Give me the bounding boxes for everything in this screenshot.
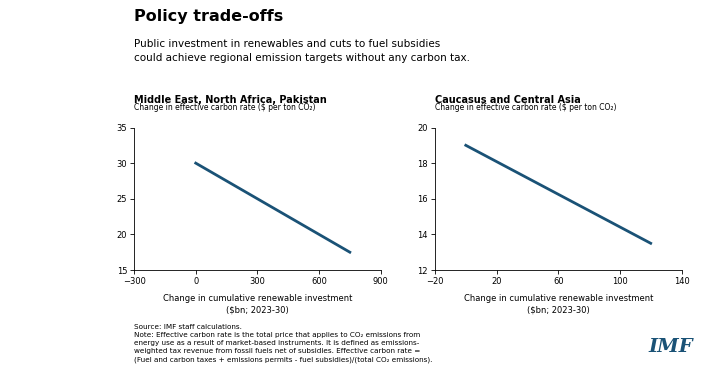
Text: Middle East, North Africa, Pakistan: Middle East, North Africa, Pakistan (134, 95, 327, 105)
Text: Source: IMF staff calculations.
Note: Effective carbon rate is the total price t: Source: IMF staff calculations. Note: Ef… (134, 324, 433, 363)
Text: Policy trade-offs: Policy trade-offs (134, 9, 283, 24)
Text: Change in cumulative renewable investment
($bn; 2023-30): Change in cumulative renewable investmen… (162, 294, 352, 315)
Text: IMF: IMF (648, 338, 693, 356)
Text: Change in cumulative renewable investment
($bn; 2023-30): Change in cumulative renewable investmen… (463, 294, 653, 315)
Text: Caucasus and Central Asia: Caucasus and Central Asia (435, 95, 581, 105)
Text: Change in effective carbon rate ($ per ton CO₂): Change in effective carbon rate ($ per t… (435, 104, 616, 112)
Text: Change in effective carbon rate ($ per ton CO₂): Change in effective carbon rate ($ per t… (134, 104, 315, 112)
Text: Public investment in renewables and cuts to fuel subsidies
could achieve regiona: Public investment in renewables and cuts… (134, 39, 470, 63)
